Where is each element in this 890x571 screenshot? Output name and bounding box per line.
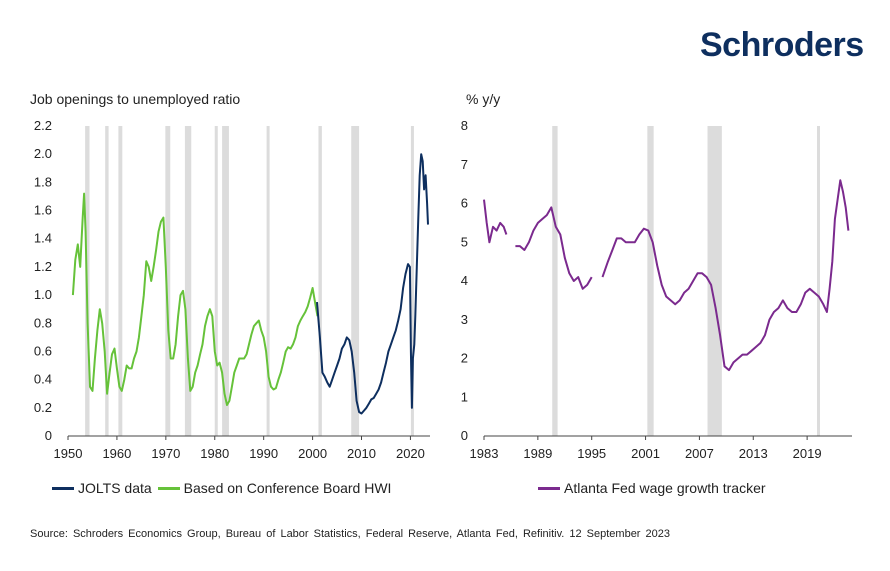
y-tick-label: 1.8 (34, 174, 52, 189)
y-tick-label: 0 (461, 428, 468, 443)
y-tick-label: 6 (461, 196, 468, 211)
recession-band (816, 126, 820, 436)
schroders-logo: Schroders (700, 26, 864, 64)
x-tick-label: 1950 (54, 446, 83, 461)
x-tick-label: 2020 (396, 446, 425, 461)
x-tick-label: 1970 (151, 446, 180, 461)
series-line-atlanta-fed-wage-growth-tracker (601, 179, 850, 372)
x-tick-label: 1980 (200, 446, 229, 461)
recession-band (552, 126, 558, 436)
series-line-jolts-data (316, 153, 429, 415)
x-tick-label: 2019 (793, 446, 822, 461)
y-tick-label: 5 (461, 234, 468, 249)
recession-band (118, 126, 123, 436)
x-tick-label: 1989 (523, 446, 552, 461)
series-line-based-on-conference-board-hwi (71, 192, 319, 406)
recession-band (410, 126, 414, 436)
recession-band (105, 126, 109, 436)
x-tick-label: 1990 (249, 446, 278, 461)
y-tick-label: 0 (45, 428, 52, 443)
x-tick-label: 2013 (739, 446, 768, 461)
x-tick-label: 2000 (298, 446, 327, 461)
y-tick-label: 7 (461, 157, 468, 172)
legend-swatch-jolts (52, 486, 74, 490)
recession-band (707, 126, 722, 436)
left-chart-legend: JOLTS data Based on Conference Board HWI (52, 480, 391, 496)
series-line-atlanta-fed-wage-growth-tracker (515, 206, 593, 290)
y-tick-label: 1.2 (34, 259, 52, 274)
x-tick-label: 2007 (685, 446, 714, 461)
y-tick-label: 4 (461, 273, 468, 288)
x-tick-label: 2001 (631, 446, 660, 461)
x-tick-label: 1995 (577, 446, 606, 461)
y-tick-label: 2 (461, 351, 468, 366)
legend-swatch-hwi (157, 486, 180, 490)
y-tick-label: 8 (461, 118, 468, 133)
legend-label-jolts: JOLTS data (78, 480, 152, 496)
y-tick-label: 0.6 (34, 343, 52, 358)
y-tick-label: 1.4 (34, 231, 52, 246)
recession-band (165, 126, 171, 436)
y-tick-label: 1 (461, 389, 468, 404)
recession-band (351, 126, 360, 436)
x-tick-label: 2010 (347, 446, 376, 461)
series-line-atlanta-fed-wage-growth-tracker (483, 199, 508, 244)
right-chart-ylabel: % y/y (466, 91, 501, 107)
legend-swatch-atlanta (538, 486, 560, 490)
y-tick-label: 0.4 (34, 372, 52, 387)
y-tick-label: 2.0 (34, 146, 52, 161)
y-tick-label: 0.2 (34, 400, 52, 415)
recession-band (184, 126, 192, 436)
recession-band (647, 126, 654, 436)
x-tick-label: 1983 (470, 446, 499, 461)
recession-band (222, 126, 229, 436)
y-tick-label: 1.0 (34, 287, 52, 302)
y-tick-label: 0.8 (34, 315, 52, 330)
recession-band (266, 126, 270, 436)
recession-band (214, 126, 218, 436)
y-tick-label: 2.2 (34, 118, 52, 133)
legend-label-atlanta: Atlanta Fed wage growth tracker (564, 480, 766, 496)
source-note: Source: Schroders Economics Group, Burea… (30, 528, 670, 540)
legend-label-hwi: Based on Conference Board HWI (183, 480, 392, 496)
y-tick-label: 3 (461, 312, 468, 327)
recession-band (318, 126, 322, 436)
right-chart-legend: Atlanta Fed wage growth tracker (538, 480, 766, 496)
y-tick-label: 1.6 (34, 203, 52, 218)
x-tick-label: 1960 (102, 446, 131, 461)
left-chart-ylabel: Job openings to unemployed ratio (30, 91, 241, 107)
